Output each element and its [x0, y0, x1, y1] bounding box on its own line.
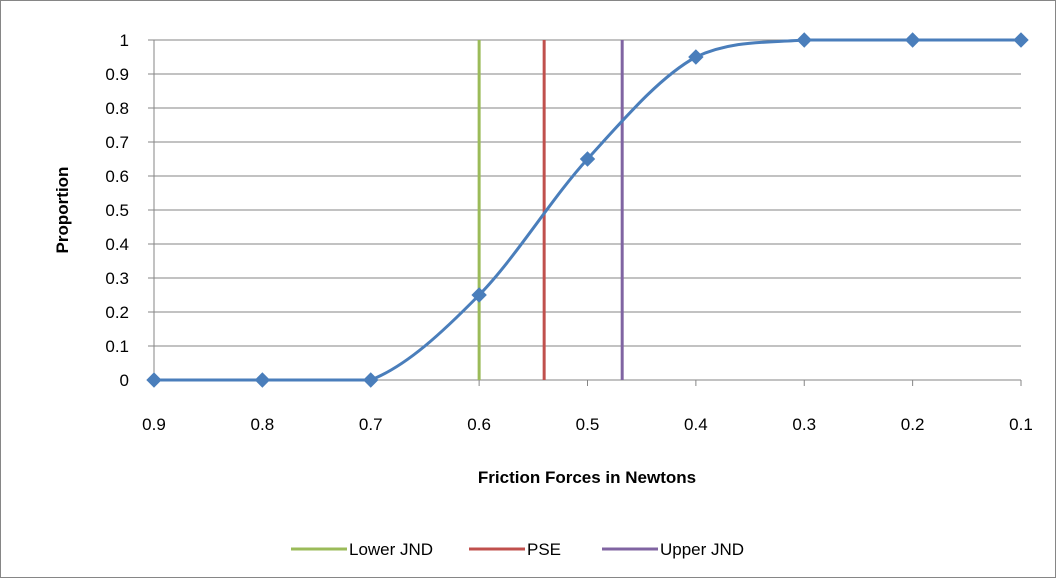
data-point — [147, 373, 161, 387]
data-point — [906, 33, 920, 47]
axes — [148, 40, 1021, 386]
y-tick-label: 0.9 — [105, 65, 129, 84]
tick-labels: 0 0.1 0.2 0.3 0.4 0.5 0.6 0.7 0.8 0.9 1 0.9 0.8 0.7 0.… — [105, 31, 1032, 434]
y-tick-label: 0.7 — [105, 133, 129, 152]
data-point — [797, 33, 811, 47]
x-tick-label: 0.3 — [792, 415, 816, 434]
gridlines — [154, 40, 1021, 346]
x-tick-label: 0.7 — [359, 415, 383, 434]
y-tick-label: 0 — [120, 371, 129, 390]
x-tick-label: 0.5 — [576, 415, 600, 434]
data-point — [689, 50, 703, 64]
x-axis-title: Friction Forces in Newtons — [478, 468, 696, 487]
x-tick-label: 0.4 — [684, 415, 708, 434]
legend-label: Upper JND — [660, 540, 744, 559]
x-tick-label: 0.2 — [901, 415, 925, 434]
x-tick-label: 0.6 — [467, 415, 491, 434]
data-point — [255, 373, 269, 387]
y-tick-label: 1 — [120, 31, 129, 50]
y-tick-label: 0.4 — [105, 235, 129, 254]
x-tick-label: 0.1 — [1009, 415, 1033, 434]
y-tick-label: 0.1 — [105, 337, 129, 356]
y-tick-label: 0.3 — [105, 269, 129, 288]
x-tick-label: 0.8 — [251, 415, 275, 434]
data-point — [364, 373, 378, 387]
legend-label: Lower JND — [349, 540, 433, 559]
data-point — [1014, 33, 1028, 47]
y-axis-title: Proportion — [53, 167, 72, 254]
y-tick-label: 0.2 — [105, 303, 129, 322]
legend-label: PSE — [527, 540, 561, 559]
x-tick-label: 0.9 — [142, 415, 166, 434]
y-tick-label: 0.5 — [105, 201, 129, 220]
y-tick-label: 0.6 — [105, 167, 129, 186]
y-tick-label: 0.8 — [105, 99, 129, 118]
legend: Lower JND PSE Upper JND — [291, 540, 744, 559]
